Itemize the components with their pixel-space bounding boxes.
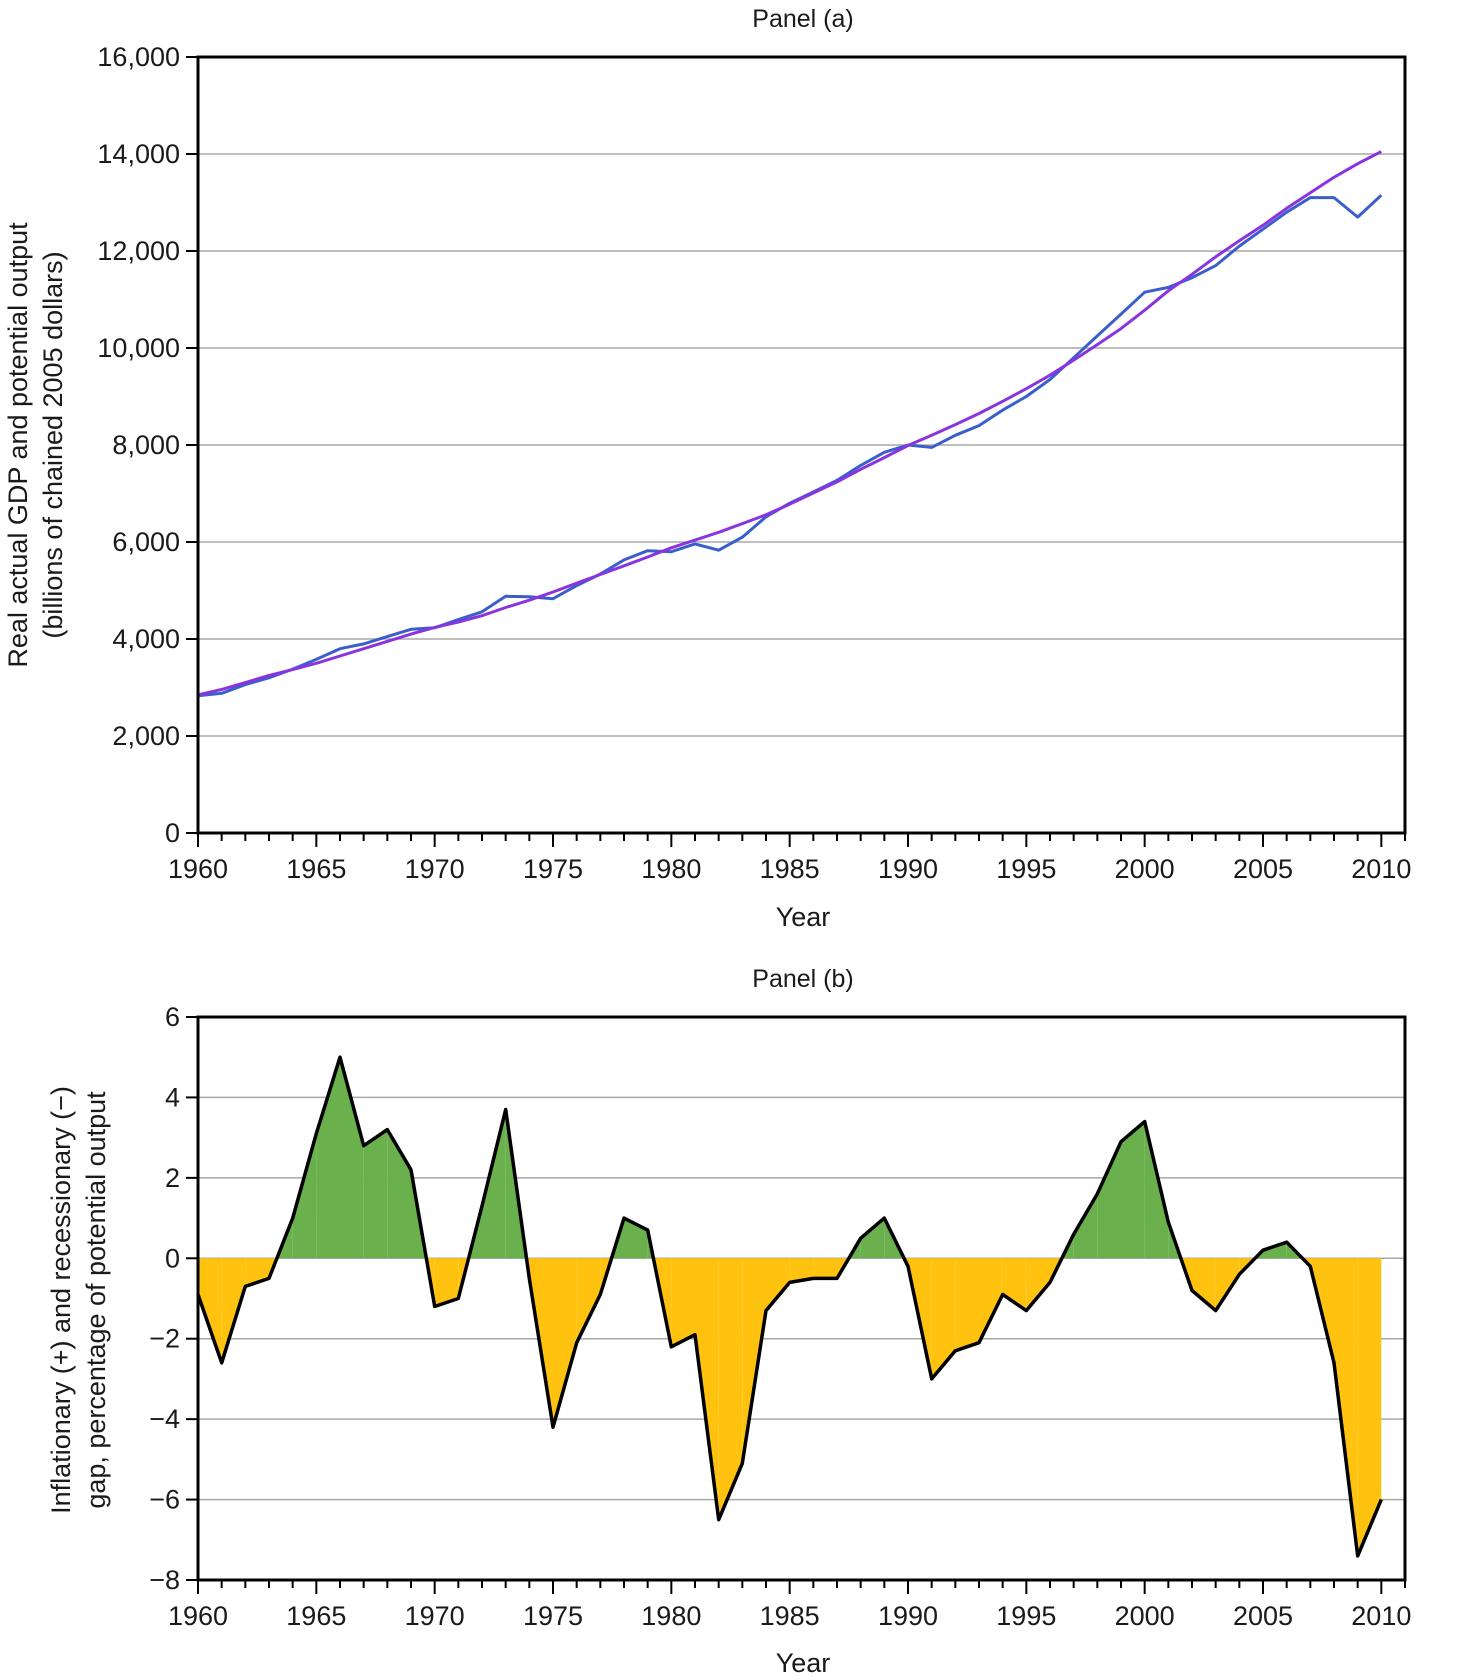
panel-b-inflationary-gap-area <box>340 1057 364 1259</box>
panel-b-y-tick-label: 2 <box>165 1163 180 1193</box>
panel-b-recessionary-gap-area <box>434 1258 459 1307</box>
panel-b-x-tick-label: 1985 <box>760 1601 820 1631</box>
panel-b-x-tick-label: 2000 <box>1115 1601 1175 1631</box>
panel-b-y-tick-label: 0 <box>165 1243 180 1273</box>
panel-a-x-tick-label: 1970 <box>405 854 465 884</box>
panel-a-y-tick-label: 10,000 <box>97 333 180 363</box>
panel-b-chart: Panel (b) −8 −6 −4 −2 0 2 4 6 1960 1965 1970 1975 19… <box>46 965 1411 1678</box>
panel-b-x-tick-label: 1960 <box>168 1601 228 1631</box>
panel-a-x-tick-label: 1960 <box>168 854 228 884</box>
panel-b-recessionary-gap-area <box>718 1258 743 1520</box>
panel-b-title: Panel (b) <box>752 965 853 993</box>
panel-b-x-tick-label: 1980 <box>641 1601 701 1631</box>
panel-b-inflationary-gap-area <box>1097 1141 1121 1259</box>
panel-b-x-axis-label: Year <box>776 1648 831 1678</box>
panel-b-recessionary-gap-area <box>576 1258 601 1343</box>
panel-b-recessionary-gap-area <box>221 1258 246 1363</box>
panel-a-y-tick-label: 14,000 <box>97 139 180 169</box>
panel-b-recessionary-gap-area <box>1334 1258 1358 1556</box>
panel-b-x-tick-label: 1965 <box>286 1601 346 1631</box>
panel-a-x-tick-label: 2010 <box>1351 854 1411 884</box>
panel-b-ticks: −8 −6 −4 −2 0 2 4 6 1960 1965 1970 1975 1980 1985 1990… <box>149 1002 1411 1631</box>
panel-b-recessionary-gap-area <box>813 1258 837 1279</box>
panel-a-ticks: 0 2,000 4,000 6,000 8,000 10,000 12,000 14,000 1… <box>97 42 1411 884</box>
panel-b-y-tick-label: 6 <box>165 1002 180 1032</box>
panel-b-plot-frame <box>196 1015 1407 1582</box>
panel-a-y-tick-label: 16,000 <box>97 42 180 72</box>
panel-a-y-tick-label: 12,000 <box>97 236 180 266</box>
panel-b-recessionary-gap-area <box>1192 1258 1216 1311</box>
panel-b-inflationary-gap-area <box>1073 1193 1098 1259</box>
panel-a-chart: Panel (a) 0 2,000 4,000 6,000 8,000 10,000 12,… <box>3 5 1411 932</box>
panel-b-inflationary-gap-area <box>292 1133 317 1259</box>
panel-b-series <box>196 1055 1383 1558</box>
panel-a-y-tick-label: 0 <box>165 818 180 848</box>
panel-b-inflationary-gap-area <box>1263 1242 1287 1259</box>
panel-a-y-axis-label-line2: (billions of chained 2005 dollars) <box>38 251 68 638</box>
panel-b-recessionary-gap-area <box>742 1258 766 1464</box>
panel-a-x-tick-label: 1965 <box>286 854 346 884</box>
panel-a-title: Panel (a) <box>752 5 853 33</box>
panel-b-recessionary-gap-area <box>1357 1258 1382 1556</box>
panel-b-y-axis-label-line1: Inflationary (+) and recessionary (−) <box>46 1086 76 1514</box>
panel-b-y-tick-label: −8 <box>149 1565 180 1595</box>
panel-b-recessionary-gap-area <box>979 1258 1003 1343</box>
panel-a-x-tick-label: 1980 <box>641 854 701 884</box>
panel-b-x-tick-label: 1975 <box>523 1601 583 1631</box>
panel-a-y-tick-label: 8,000 <box>112 430 180 460</box>
panel-b-inflationary-gap-area <box>860 1218 885 1259</box>
panel-a-y-tick-label: 2,000 <box>112 721 180 751</box>
panel-b-recessionary-gap-area <box>695 1258 719 1520</box>
panel-a-x-tick-label: 1975 <box>523 854 583 884</box>
panel-b-y-tick-label: −6 <box>149 1485 180 1515</box>
panel-a-potential-output-line <box>197 150 1382 697</box>
panel-b-inflationary-gap-area <box>482 1109 506 1259</box>
panel-a-x-tick-label: 1990 <box>878 854 938 884</box>
panel-b-output-gap-line <box>196 1055 1383 1558</box>
panel-b-inflationary-gap-area <box>1144 1121 1169 1259</box>
panel-a-x-tick-label: 1985 <box>760 854 820 884</box>
panel-b-recessionary-gap-area <box>553 1258 577 1428</box>
panel-b-inflationary-gap-area <box>1121 1121 1145 1259</box>
panel-b-x-tick-label: 1990 <box>878 1601 938 1631</box>
panel-b-recessionary-gap-area <box>1026 1258 1050 1311</box>
panel-a-series <box>197 150 1383 698</box>
panel-a-y-axis-label-line1: Real actual GDP and potential output <box>3 222 33 668</box>
panel-b-y-tick-label: −4 <box>149 1404 180 1434</box>
panel-b-recessionary-gap-area <box>671 1258 695 1347</box>
panel-b-recessionary-gap-area <box>789 1258 814 1283</box>
panel-a-gridlines <box>198 153 1405 737</box>
panel-b-recessionary-gap-area <box>766 1258 790 1311</box>
panel-b-x-tick-label: 2005 <box>1233 1601 1293 1631</box>
panel-b-x-tick-label: 2010 <box>1351 1601 1411 1631</box>
panel-a-y-tick-label: 4,000 <box>112 624 180 654</box>
panel-b-inflationary-gap-area <box>363 1129 388 1259</box>
panel-a-x-tick-label: 2005 <box>1233 854 1293 884</box>
panel-b-recessionary-gap-area <box>955 1258 979 1351</box>
panel-b-y-tick-label: −2 <box>149 1324 180 1354</box>
panel-b-recessionary-gap-area <box>931 1258 956 1379</box>
panel-b-y-axis-label-line2: gap, percentage of potential output <box>81 1091 111 1509</box>
panel-b-x-tick-label: 1995 <box>996 1601 1056 1631</box>
panel-b-recessionary-gap-area <box>1215 1258 1240 1311</box>
panel-a-x-tick-label: 1995 <box>996 854 1056 884</box>
panel-b-y-tick-label: 4 <box>165 1082 180 1112</box>
panel-a-x-axis-label: Year <box>776 902 831 932</box>
panel-b-recessionary-gap-area <box>198 1258 222 1363</box>
panel-a-x-tick-label: 2000 <box>1115 854 1175 884</box>
panel-b-x-tick-label: 1970 <box>405 1601 465 1631</box>
panel-b-inflationary-gap-area <box>316 1057 340 1259</box>
panel-a-y-tick-label: 6,000 <box>112 527 180 557</box>
